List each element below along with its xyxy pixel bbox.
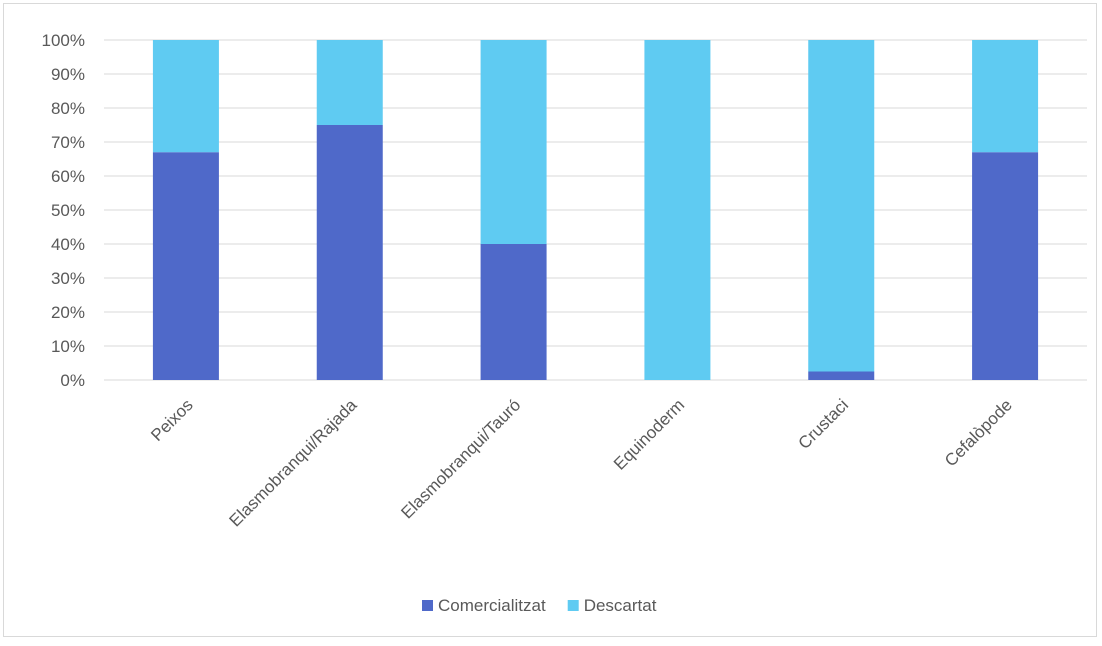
bar-descartat-1 xyxy=(152,40,219,153)
x-category-label: Peixos xyxy=(147,395,197,445)
bar-descartat-3 xyxy=(480,40,547,244)
chart-area: 0% 10% 20% 30% 40% 50% 60% 70% 80% 90% 100% Peixos E… xyxy=(3,3,1097,637)
bar-descartat-4 xyxy=(644,40,711,380)
bar-descartat-2 xyxy=(316,40,383,125)
legend-swatch-descartat xyxy=(567,600,579,611)
y-tick-label: 30% xyxy=(51,269,85,288)
bar-descartat-5 xyxy=(808,40,875,372)
x-category-label: Cefalòpode xyxy=(941,395,1016,470)
x-category-label: Equinoderm xyxy=(610,395,688,473)
y-tick-label: 10% xyxy=(51,337,85,356)
y-tick-label: 70% xyxy=(51,133,85,152)
y-tick-label: 20% xyxy=(51,303,85,322)
legend-label: Comercialitzat xyxy=(438,596,546,615)
legend-swatch-comercialitzat xyxy=(422,600,433,611)
y-tick-label: 60% xyxy=(51,167,85,186)
legend-label: Descartat xyxy=(584,596,657,615)
y-tick-label: 0% xyxy=(60,371,85,390)
bar-comercialitzat-1 xyxy=(152,152,219,380)
bar-comercialitzat-5 xyxy=(808,371,875,380)
bar-comercialitzat-3 xyxy=(480,244,547,380)
y-tick-label: 50% xyxy=(51,201,85,220)
y-tick-label: 80% xyxy=(51,99,85,118)
x-category-label: Crustaci xyxy=(795,395,853,453)
y-tick-label: 100% xyxy=(42,31,85,50)
stacked-bar-chart: 0% 10% 20% 30% 40% 50% 60% 70% 80% 90% 100% Peixos E… xyxy=(42,31,1087,615)
bar-descartat-6 xyxy=(972,40,1039,153)
y-tick-label: 90% xyxy=(51,65,85,84)
bar-comercialitzat-2 xyxy=(316,125,383,380)
x-category-label: Elasmobranqui/Tauró xyxy=(397,395,524,522)
x-category-label: Elasmobranqui/Rajada xyxy=(226,395,361,530)
bar-comercialitzat-6 xyxy=(972,152,1039,380)
y-tick-label: 40% xyxy=(51,235,85,254)
